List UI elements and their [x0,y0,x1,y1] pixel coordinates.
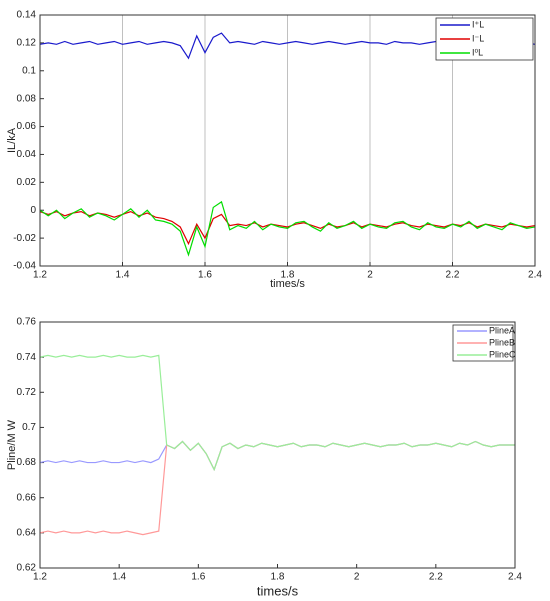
data-line [39,354,515,472]
y-tick-label: 0.12 [17,38,37,49]
y-tick-label: 0.68 [17,457,37,468]
x-tick-label: 2.2 [429,572,443,583]
y-tick-label: 0.1 [22,65,36,76]
y-tick-label: -0.04 [13,261,36,272]
y-tick-label: -0.02 [13,233,36,244]
plot-frame [39,14,536,267]
y-axis-label: IL/kA [6,127,18,153]
y-tick-label: 0.04 [17,149,37,160]
x-tick-label: 1.2 [33,572,47,583]
x-tick-label: 2 [367,270,373,281]
y-axis-label: Pline/M W [6,419,18,470]
x-tick-label: 1.4 [116,270,130,281]
y-tick-label: 0.64 [17,527,37,538]
y-tick-label: 0.08 [17,93,37,104]
legend: I⁺L I⁻L I⁰L [435,17,534,61]
x-tick-label: 1.2 [33,270,47,281]
legend-label: PlineA [489,325,515,335]
y-tick-label: 0.7 [22,422,36,433]
legend-label: I⁰L [472,47,483,57]
x-tick-label: 1.6 [198,270,212,281]
y-tick-label: 0 [30,205,36,216]
y-tick-label: 0.66 [17,492,37,503]
y-tick-label: 0.76 [17,317,37,328]
plot-area [40,322,515,568]
x-axis-label: times/s [270,278,305,290]
legend-label: PlineB [489,337,515,347]
x-tick-label: 2.4 [508,572,522,583]
y-tick-label: 0.02 [17,177,37,188]
x-tick-label: 1.8 [271,572,285,583]
plot-frame [39,321,516,569]
legend-label: I⁻L [472,33,484,43]
x-tick-label: 2 [354,572,360,583]
x-tick-label: 1.8 [281,270,295,281]
legend-label: PlineC [489,349,516,359]
x-axis-label: times/s [257,583,299,598]
x-tick-label: 2.4 [528,270,542,281]
legend: PlineA PlineB PlineC [452,324,516,362]
y-tick-label: 0.06 [17,121,37,132]
y-tick-label: 0.74 [17,352,37,363]
y-tick-label: 0.62 [17,563,37,574]
y-tick-label: 0.72 [17,387,37,398]
y-tick-label: 0.14 [17,10,37,21]
data-line [39,200,536,257]
legend-label: I⁺L [472,19,484,29]
x-tick-label: 1.4 [112,572,126,583]
x-tick-label: 2.2 [446,270,460,281]
x-tick-label: 1.6 [191,572,205,583]
